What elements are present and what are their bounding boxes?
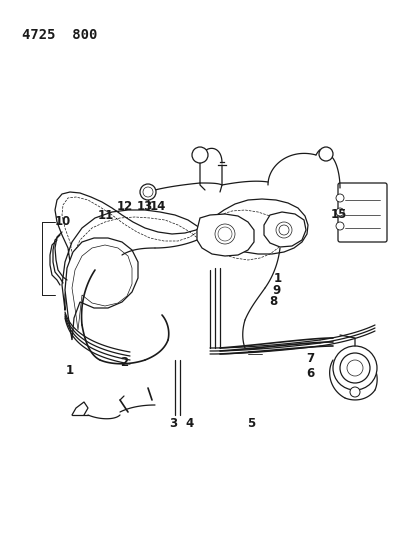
Text: 7: 7 bbox=[306, 352, 314, 365]
Polygon shape bbox=[197, 214, 254, 256]
Text: 1: 1 bbox=[273, 272, 282, 285]
Text: 14: 14 bbox=[150, 200, 166, 213]
Text: 12: 12 bbox=[116, 200, 133, 213]
Text: 4: 4 bbox=[186, 417, 194, 430]
Text: 1: 1 bbox=[65, 364, 73, 377]
Circle shape bbox=[333, 346, 377, 390]
Circle shape bbox=[350, 387, 360, 397]
Circle shape bbox=[336, 208, 344, 216]
Circle shape bbox=[336, 222, 344, 230]
Polygon shape bbox=[55, 192, 308, 310]
Text: 8: 8 bbox=[269, 295, 277, 308]
Polygon shape bbox=[65, 238, 138, 340]
FancyBboxPatch shape bbox=[338, 183, 387, 242]
Text: 9: 9 bbox=[273, 284, 281, 297]
Circle shape bbox=[192, 147, 208, 163]
Text: 11: 11 bbox=[98, 209, 114, 222]
Text: 2: 2 bbox=[120, 356, 129, 369]
Text: 4725  800: 4725 800 bbox=[22, 28, 98, 42]
Circle shape bbox=[336, 194, 344, 202]
Text: 3: 3 bbox=[169, 417, 177, 430]
Circle shape bbox=[319, 147, 333, 161]
Text: 13: 13 bbox=[137, 200, 153, 213]
Text: 5: 5 bbox=[247, 417, 255, 430]
Text: 10: 10 bbox=[55, 215, 71, 228]
Text: 6: 6 bbox=[306, 367, 314, 379]
Circle shape bbox=[276, 222, 292, 238]
Text: 15: 15 bbox=[330, 208, 347, 221]
Circle shape bbox=[140, 184, 156, 200]
Polygon shape bbox=[264, 212, 306, 247]
Circle shape bbox=[215, 224, 235, 244]
